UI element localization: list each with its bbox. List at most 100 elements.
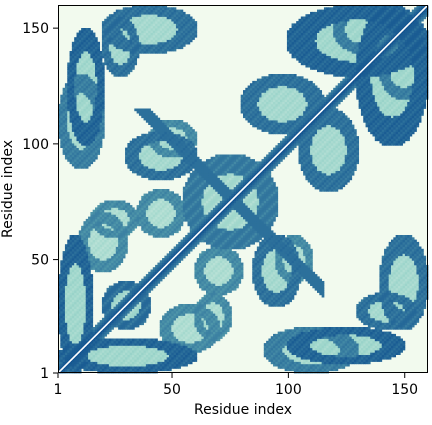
heatmap-cell: [143, 117, 147, 121]
heatmap-cell: [90, 55, 94, 59]
heatmap-cell: [164, 166, 168, 169]
heatmap-cell: [78, 359, 82, 362]
heatmap-cell: [152, 232, 156, 236]
heatmap-cell: [136, 154, 140, 158]
heatmap-cell: [99, 320, 103, 323]
heatmap-cell: [122, 301, 126, 305]
heatmap-cell: [85, 149, 89, 153]
heatmap-cell: [88, 76, 91, 79]
heatmap-cell: [101, 340, 105, 344]
heatmap-cell: [83, 103, 87, 107]
heatmap-cell: [115, 301, 119, 305]
heatmap-cell: [159, 7, 163, 10]
heatmap-cell: [83, 356, 87, 360]
heatmap-cell: [69, 313, 73, 316]
heatmap-cell: [122, 327, 126, 330]
heatmap-cell: [81, 267, 84, 270]
heatmap-cell: [104, 209, 107, 213]
heatmap-cell: [83, 260, 87, 263]
heatmap-cell: [143, 46, 147, 50]
heatmap-cell: [115, 216, 119, 220]
heatmap-cell: [129, 350, 133, 353]
heatmap-cell: [90, 274, 94, 277]
heatmap-cell: [173, 129, 177, 132]
heatmap-cell: [60, 110, 64, 114]
heatmap-cell: [120, 69, 124, 73]
heatmap-cell: [95, 129, 98, 132]
heatmap-cell: [159, 223, 163, 227]
heatmap-cell: [106, 235, 110, 238]
heatmap-cell: [58, 322, 61, 326]
heatmap-cell: [132, 154, 135, 158]
heatmap-cell: [88, 149, 91, 153]
heatmap-cell: [74, 48, 77, 52]
heatmap-cell: [78, 30, 82, 33]
heatmap-cell: [169, 269, 172, 273]
heatmap-cell: [152, 214, 156, 217]
heatmap-cell: [88, 124, 91, 128]
heatmap-cell: [118, 74, 121, 77]
heatmap-cell: [111, 44, 114, 47]
heatmap-cell: [173, 333, 177, 337]
heatmap-cell: [101, 356, 105, 360]
heatmap-cell: [69, 246, 73, 250]
heatmap-cell: [90, 113, 94, 116]
heatmap-cell: [143, 159, 147, 162]
heatmap-cell: [78, 62, 82, 66]
heatmap-cell: [83, 131, 87, 135]
heatmap-cell: [106, 260, 110, 263]
heatmap-cell: [134, 159, 138, 162]
heatmap-cell: [150, 228, 154, 231]
heatmap-cell: [141, 32, 144, 36]
heatmap-cell: [162, 5, 165, 8]
heatmap-cell: [150, 168, 154, 171]
heatmap-cell: [118, 324, 121, 328]
heatmap-cell: [169, 133, 172, 137]
heatmap-cell: [78, 161, 82, 165]
heatmap-cell: [122, 18, 126, 22]
heatmap-cell: [95, 368, 98, 372]
heatmap-cell: [78, 32, 82, 36]
heatmap-cell: [85, 62, 89, 66]
heatmap-cell: [64, 255, 68, 259]
heatmap-cell: [143, 198, 147, 201]
heatmap-cell: [83, 64, 87, 68]
heatmap-cell: [78, 333, 82, 337]
heatmap-cell: [85, 74, 89, 77]
heatmap-cell: [67, 343, 70, 346]
heatmap-cell: [85, 361, 89, 365]
heatmap-cell: [104, 359, 107, 362]
heatmap-cell: [159, 327, 163, 330]
heatmap-cell: [101, 46, 105, 50]
heatmap-cell: [67, 124, 70, 128]
heatmap-cell: [85, 83, 89, 86]
heatmap-cell: [58, 354, 61, 358]
heatmap-cell: [166, 145, 170, 148]
heatmap-cell: [101, 110, 105, 114]
heatmap-cell: [152, 281, 156, 284]
heatmap-cell: [111, 297, 114, 300]
heatmap-cell: [88, 156, 91, 160]
heatmap-cell: [166, 198, 170, 201]
heatmap-cell: [97, 64, 101, 68]
heatmap-cell: [71, 340, 75, 344]
heatmap-cell: [173, 340, 177, 344]
heatmap-cell: [111, 64, 114, 68]
heatmap-cell: [173, 23, 177, 27]
heatmap-cell: [136, 156, 140, 160]
heatmap-cell: [69, 251, 73, 254]
heatmap-cell: [101, 264, 105, 268]
heatmap-cell: [143, 294, 147, 298]
heatmap-cell: [67, 336, 70, 339]
heatmap-cell: [150, 352, 154, 355]
heatmap-cell: [164, 11, 168, 15]
heatmap-cell: [71, 248, 75, 252]
heatmap-cell: [141, 361, 144, 365]
heatmap-cell: [141, 25, 144, 29]
heatmap-cell: [88, 159, 91, 162]
heatmap-cell: [159, 172, 163, 176]
heatmap-cell: [159, 345, 163, 349]
heatmap-cell: [162, 163, 165, 167]
heatmap-cell: [115, 53, 119, 56]
heatmap-cell: [173, 34, 177, 38]
